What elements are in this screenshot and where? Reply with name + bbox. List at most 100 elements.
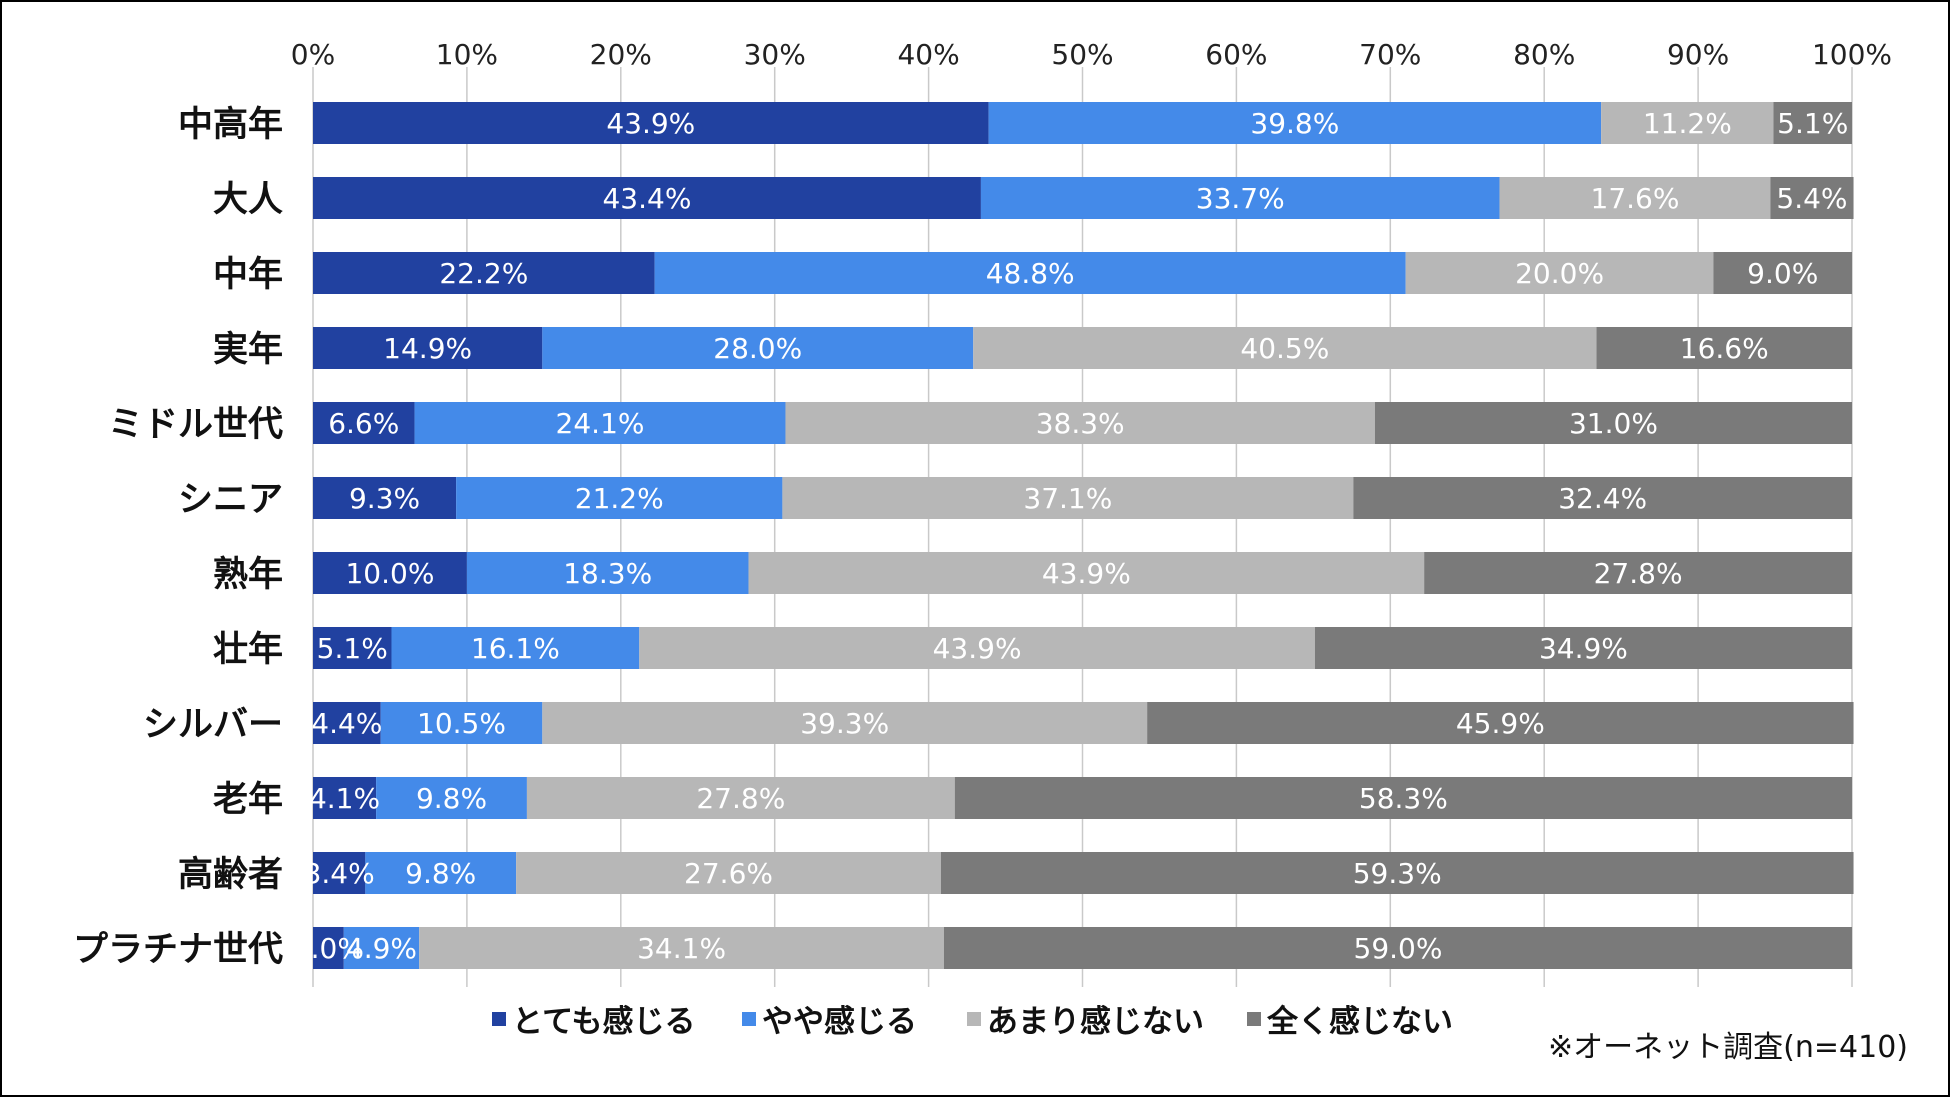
data-label: 5.1% xyxy=(317,632,388,665)
data-label: 4.1% xyxy=(309,782,380,815)
data-label: 9.3% xyxy=(349,482,420,515)
bar-segment xyxy=(654,252,1406,294)
legend: とても感じる やや感じる あまり感じない 全く感じない xyxy=(492,1004,1453,1040)
bar-segment xyxy=(748,552,1425,594)
legend-swatch xyxy=(1247,1012,1261,1026)
data-label: 18.3% xyxy=(563,557,652,590)
data-label: 28.0% xyxy=(713,332,802,365)
data-label: 20.0% xyxy=(1515,257,1604,290)
category-label: 中高年 xyxy=(178,105,283,145)
data-label: 3.4% xyxy=(304,857,375,890)
category-label: 壮年 xyxy=(213,630,283,670)
bar-segment xyxy=(1596,327,1852,369)
data-label: 58.3% xyxy=(1359,782,1448,815)
bar-segment xyxy=(1601,102,1774,144)
legend-label: 全く感じない xyxy=(1266,1004,1453,1040)
bar-segment xyxy=(1314,627,1852,669)
bar-segment xyxy=(313,177,981,219)
bar-segment xyxy=(542,327,974,369)
bar-segment xyxy=(943,927,1852,969)
bar-segment xyxy=(516,852,941,894)
data-label: 10.0% xyxy=(345,557,434,590)
bar-segment xyxy=(542,702,1148,744)
data-label: 37.1% xyxy=(1023,482,1112,515)
bar-segment xyxy=(1405,252,1714,294)
gridlines xyxy=(312,67,1853,987)
data-label: 59.3% xyxy=(1353,857,1442,890)
x-tick-label: 70% xyxy=(1359,38,1421,71)
legend-label: あまり感じない xyxy=(987,1004,1204,1040)
data-label: 31.0% xyxy=(1569,407,1658,440)
legend-swatch xyxy=(492,1012,506,1026)
bar-segment xyxy=(940,852,1854,894)
category-label: 実年 xyxy=(213,330,283,370)
bar-segment xyxy=(973,327,1597,369)
bar-segment xyxy=(313,702,381,744)
x-tick-label: 80% xyxy=(1513,38,1575,71)
data-label: 5.1% xyxy=(1777,107,1848,140)
data-label: 43.9% xyxy=(933,632,1022,665)
data-label: 34.9% xyxy=(1539,632,1628,665)
x-tick-label: 100% xyxy=(1812,38,1892,71)
bar-segment xyxy=(980,177,1500,219)
data-label: 16.1% xyxy=(471,632,560,665)
data-label: 48.8% xyxy=(986,257,1075,290)
bar-segment xyxy=(1147,702,1854,744)
bar-segment xyxy=(639,627,1315,669)
bar-segment xyxy=(1770,177,1854,219)
bar-segment xyxy=(1353,477,1852,519)
bar-segment xyxy=(376,777,527,819)
x-tick-label: 60% xyxy=(1205,38,1267,71)
bar-segment xyxy=(1713,252,1852,294)
bar-segment xyxy=(313,927,344,969)
data-label: 2.0% xyxy=(293,932,364,965)
x-tick-label: 30% xyxy=(744,38,806,71)
bar-segment xyxy=(526,777,955,819)
data-label: 24.1% xyxy=(556,407,645,440)
category-label: 大人 xyxy=(213,180,283,220)
data-label: 9.8% xyxy=(416,782,487,815)
legend-swatch xyxy=(742,1012,756,1026)
bar-segment xyxy=(313,402,415,444)
data-label: 38.3% xyxy=(1036,407,1125,440)
bar-segment xyxy=(365,852,517,894)
data-label: 9.8% xyxy=(405,857,476,890)
data-label: 21.2% xyxy=(575,482,664,515)
data-label: 39.8% xyxy=(1250,107,1339,140)
data-label: 33.7% xyxy=(1196,182,1285,215)
bar-segment xyxy=(343,927,420,969)
data-label: 39.3% xyxy=(800,707,889,740)
data-label: 27.8% xyxy=(696,782,785,815)
legend-label: やや感じる xyxy=(762,1004,917,1040)
bar-segment xyxy=(1374,402,1852,444)
bar-segment xyxy=(391,627,640,669)
data-label: 45.9% xyxy=(1456,707,1545,740)
bar-segment xyxy=(313,102,989,144)
bar-segment xyxy=(1499,177,1771,219)
bar-segment xyxy=(466,552,749,594)
bar-segment xyxy=(785,402,1375,444)
data-label: 10.5% xyxy=(417,707,506,740)
bar-segment xyxy=(313,627,392,669)
category-label: ミドル世代 xyxy=(108,405,283,445)
bar-segment xyxy=(380,702,543,744)
bar-segment xyxy=(1773,102,1852,144)
category-label: シニア xyxy=(178,480,283,520)
bar-segment xyxy=(313,552,467,594)
data-label: 16.6% xyxy=(1680,332,1769,365)
x-axis-ticks: 0% 10% 20% 30% 40% 50% 60% 70% 80% 90% 100% xyxy=(291,38,1892,71)
bar-segment xyxy=(313,852,366,894)
data-label: 43.9% xyxy=(1042,557,1131,590)
bar-segment xyxy=(782,477,1354,519)
category-label: 老年 xyxy=(213,780,283,820)
x-tick-label: 20% xyxy=(590,38,652,71)
bars xyxy=(313,102,1854,969)
data-label: 9.0% xyxy=(1747,257,1818,290)
category-label: 熟年 xyxy=(213,555,283,595)
category-label: 高齢者 xyxy=(178,855,283,895)
x-tick-label: 40% xyxy=(897,38,959,71)
x-tick-label: 10% xyxy=(436,38,498,71)
